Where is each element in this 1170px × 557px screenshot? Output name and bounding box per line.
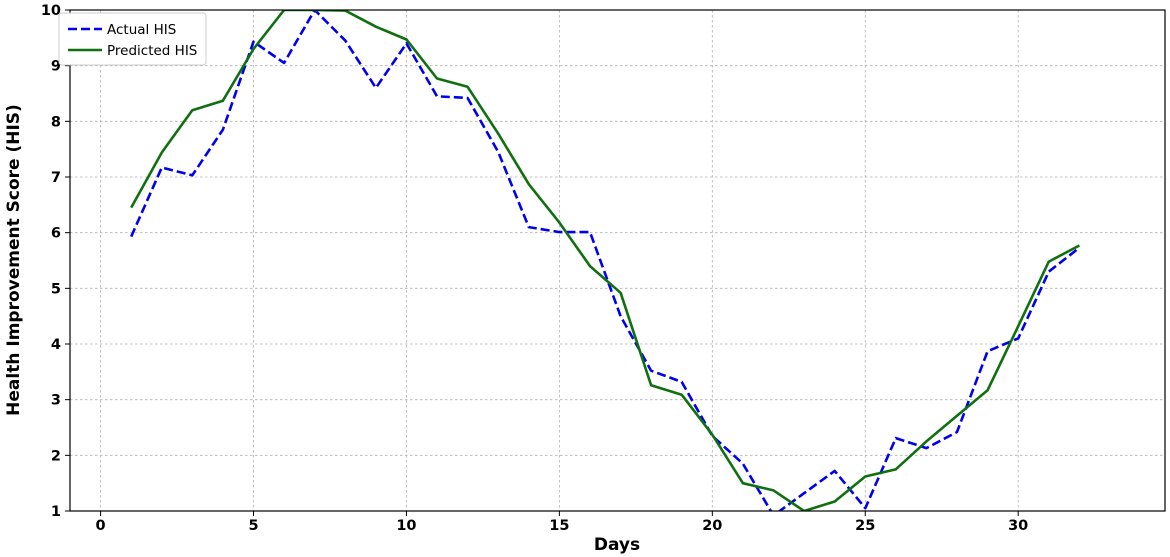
y-tick-label: 8 — [51, 114, 61, 130]
x-axis-ticks: 0 5 10 15 20 25 30 — [96, 511, 1028, 534]
y-tick-label: 9 — [51, 59, 61, 75]
x-tick-label: 20 — [702, 518, 722, 534]
y-tick-label: 7 — [51, 170, 61, 186]
legend: Actual HIS Predicted HIS — [58, 12, 207, 66]
y-tick-label: 3 — [51, 393, 61, 409]
legend-label-actual-his: Actual HIS — [107, 22, 176, 38]
y-tick-label: 5 — [51, 281, 61, 297]
x-tick-label: 30 — [1008, 518, 1028, 534]
x-tick-label: 10 — [396, 518, 416, 534]
y-tick-label: 1 — [51, 504, 61, 520]
series-line-actual-his — [130, 10, 1081, 511]
y-tick-label: 4 — [51, 337, 61, 353]
legend-label-predicted-his: Predicted HIS — [107, 43, 197, 59]
y-axis-ticks: 1 2 3 4 5 6 7 8 9 10 — [41, 3, 70, 520]
y-tick-label: 10 — [41, 3, 61, 19]
grid — [70, 9, 1165, 512]
series-line-predicted-his — [130, 10, 1081, 511]
x-tick-label: 25 — [855, 518, 875, 534]
y-tick-label: 6 — [51, 226, 61, 242]
x-tick-label: 15 — [549, 518, 569, 534]
plot-frame — [69, 9, 1166, 512]
x-axis-label: Days — [594, 535, 640, 555]
series-lines — [130, 10, 1081, 511]
y-axis-label: Health Improvement Score (HIS) — [4, 104, 24, 416]
legend-box — [58, 12, 207, 66]
x-tick-label: 0 — [96, 518, 106, 534]
y-tick-label: 2 — [51, 448, 61, 464]
x-tick-label: 5 — [248, 518, 258, 534]
